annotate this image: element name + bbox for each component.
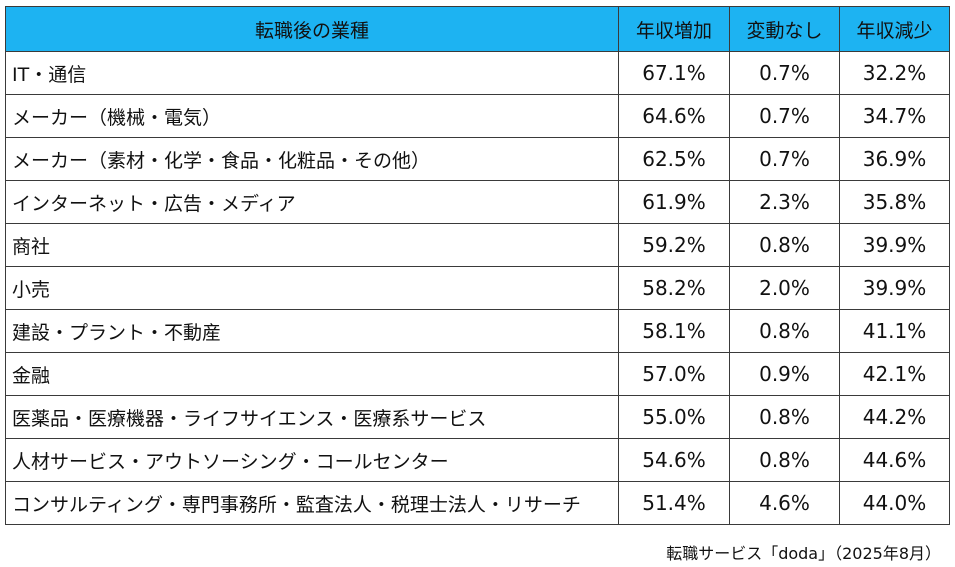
- unchanged-cell: 0.7%: [729, 137, 840, 181]
- decrease-cell: 42.1%: [839, 352, 950, 396]
- increase-cell: 58.1%: [618, 309, 730, 353]
- increase-cell: 67.1%: [618, 51, 730, 95]
- table-row: 人材サービス・アウトソーシング・コールセンター 54.6% 0.8% 44.6%: [5, 438, 950, 482]
- table-row: 商社 59.2% 0.8% 39.9%: [5, 223, 950, 267]
- decrease-cell: 44.0%: [839, 481, 950, 525]
- table-row: 建設・プラント・不動産 58.1% 0.8% 41.1%: [5, 309, 950, 353]
- decrease-cell: 32.2%: [839, 51, 950, 95]
- unchanged-cell: 2.0%: [729, 266, 840, 310]
- industry-cell: 金融: [5, 352, 619, 396]
- increase-cell: 58.2%: [618, 266, 730, 310]
- decrease-cell: 34.7%: [839, 94, 950, 138]
- industry-income-table: 転職後の業種 年収増加 変動なし 年収減少 IT・通信 67.1% 0.7% 32.2…: [5, 6, 950, 525]
- industry-cell: IT・通信: [5, 51, 619, 95]
- decrease-cell: 44.6%: [839, 438, 950, 482]
- column-header-unchanged: 変動なし: [729, 6, 840, 52]
- industry-cell: インターネット・広告・メディア: [5, 180, 619, 224]
- increase-cell: 57.0%: [618, 352, 730, 396]
- decrease-cell: 36.9%: [839, 137, 950, 181]
- industry-cell: 人材サービス・アウトソーシング・コールセンター: [5, 438, 619, 482]
- column-header-decrease: 年収減少: [839, 6, 950, 52]
- table-body: IT・通信 67.1% 0.7% 32.2% メーカー（機械・電気） 64.6% 0.7% 3…: [5, 51, 950, 525]
- industry-cell: メーカー（機械・電気）: [5, 94, 619, 138]
- unchanged-cell: 0.8%: [729, 223, 840, 267]
- table-row: インターネット・広告・メディア 61.9% 2.3% 35.8%: [5, 180, 950, 224]
- industry-cell: 医薬品・医療機器・ライフサイエンス・医療系サービス: [5, 395, 619, 439]
- decrease-cell: 44.2%: [839, 395, 950, 439]
- table-row: 金融 57.0% 0.9% 42.1%: [5, 352, 950, 396]
- industry-cell: メーカー（素材・化学・食品・化粧品・その他）: [5, 137, 619, 181]
- unchanged-cell: 0.8%: [729, 309, 840, 353]
- column-header-increase: 年収増加: [618, 6, 730, 52]
- increase-cell: 64.6%: [618, 94, 730, 138]
- unchanged-cell: 2.3%: [729, 180, 840, 224]
- industry-cell: コンサルティング・専門事務所・監査法人・税理士法人・リサーチ: [5, 481, 619, 525]
- unchanged-cell: 0.8%: [729, 395, 840, 439]
- column-header-industry: 転職後の業種: [5, 6, 619, 52]
- table-row: メーカー（機械・電気） 64.6% 0.7% 34.7%: [5, 94, 950, 138]
- industry-cell: 建設・プラント・不動産: [5, 309, 619, 353]
- increase-cell: 61.9%: [618, 180, 730, 224]
- table-row: IT・通信 67.1% 0.7% 32.2%: [5, 51, 950, 95]
- decrease-cell: 39.9%: [839, 266, 950, 310]
- increase-cell: 51.4%: [618, 481, 730, 525]
- table-row: メーカー（素材・化学・食品・化粧品・その他） 62.5% 0.7% 36.9%: [5, 137, 950, 181]
- table-row: 医薬品・医療機器・ライフサイエンス・医療系サービス 55.0% 0.8% 44.2%: [5, 395, 950, 439]
- unchanged-cell: 4.6%: [729, 481, 840, 525]
- decrease-cell: 35.8%: [839, 180, 950, 224]
- increase-cell: 62.5%: [618, 137, 730, 181]
- table-row: コンサルティング・専門事務所・監査法人・税理士法人・リサーチ 51.4% 4.6% 4…: [5, 481, 950, 525]
- increase-cell: 59.2%: [618, 223, 730, 267]
- unchanged-cell: 0.7%: [729, 51, 840, 95]
- industry-cell: 商社: [5, 223, 619, 267]
- source-note: 転職サービス「doda」（2025年8月）: [666, 544, 941, 563]
- table-row: 小売 58.2% 2.0% 39.9%: [5, 266, 950, 310]
- unchanged-cell: 0.9%: [729, 352, 840, 396]
- increase-cell: 55.0%: [618, 395, 730, 439]
- header-row: 転職後の業種 年収増加 変動なし 年収減少: [5, 6, 950, 52]
- decrease-cell: 41.1%: [839, 309, 950, 353]
- unchanged-cell: 0.8%: [729, 438, 840, 482]
- industry-cell: 小売: [5, 266, 619, 310]
- unchanged-cell: 0.7%: [729, 94, 840, 138]
- decrease-cell: 39.9%: [839, 223, 950, 267]
- increase-cell: 54.6%: [618, 438, 730, 482]
